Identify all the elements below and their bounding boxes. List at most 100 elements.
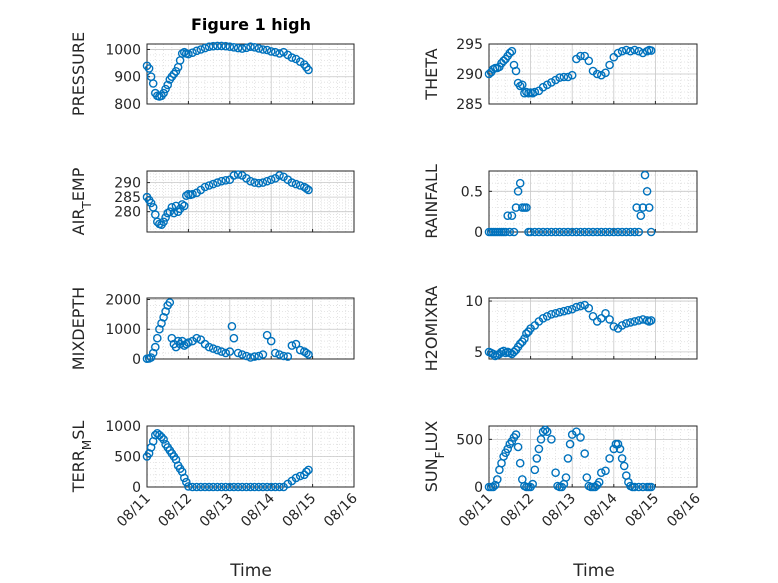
data-point [179, 47, 189, 57]
data-point [179, 473, 189, 483]
data-point [551, 468, 560, 478]
data-point [617, 321, 627, 330]
data-point [229, 333, 239, 343]
data-point [567, 70, 577, 80]
data-point [622, 45, 631, 55]
data-point [532, 454, 542, 463]
data-point [204, 342, 214, 352]
data-point [258, 482, 268, 492]
data-point [518, 80, 527, 90]
data-point [287, 341, 297, 350]
data-point [572, 427, 581, 437]
data-point [605, 454, 614, 463]
data-point [592, 69, 602, 79]
y-axis-label: H2OMIXRA [422, 286, 441, 372]
data-point [262, 45, 272, 55]
data-point [576, 433, 585, 442]
data-point [584, 303, 594, 313]
data-point [275, 49, 284, 58]
data-point [605, 60, 614, 70]
data-point [152, 333, 162, 343]
data-point [188, 482, 197, 492]
data-point [576, 301, 585, 311]
data-point [229, 482, 239, 492]
data-point [617, 46, 627, 56]
data-point [513, 442, 523, 452]
y-tick-label: 1000 [105, 322, 141, 338]
data-point [563, 72, 573, 82]
data-point [507, 46, 517, 56]
data-point [270, 47, 280, 57]
data-point [242, 351, 251, 361]
data-point [522, 203, 531, 212]
data-point [184, 49, 193, 59]
data-point [213, 345, 222, 355]
data-point [634, 227, 644, 237]
data-point [638, 482, 648, 492]
data-point [242, 482, 251, 492]
data-point [559, 306, 569, 316]
y-tick-label: 0 [132, 352, 141, 368]
data-point [536, 434, 546, 444]
data-point [626, 318, 635, 327]
data-point [287, 53, 297, 62]
data-point [254, 482, 264, 492]
data-point [295, 471, 305, 481]
data-point [555, 227, 565, 237]
data-point [196, 482, 206, 492]
data-point [262, 330, 272, 340]
data-point [646, 316, 656, 325]
data-point [184, 482, 193, 491]
data-point [181, 477, 191, 487]
data-point [250, 43, 259, 52]
data-point [538, 313, 548, 323]
pressure-plot: 800 900 1000 PRESSURE [69, 32, 355, 116]
data-point [538, 427, 548, 437]
data-point [246, 176, 255, 186]
data-point [622, 227, 631, 237]
data-point [237, 350, 247, 359]
data-point [634, 482, 644, 492]
mixdepth-plot: 0 1000 2000 MIXDEPTH [69, 287, 355, 370]
y-tick-label: 500 [456, 432, 483, 448]
y-tick-label: 0 [474, 225, 483, 241]
data-point [161, 213, 170, 222]
data-point [159, 217, 168, 227]
data-point [551, 308, 560, 318]
axes-box [146, 297, 355, 360]
data-point [626, 227, 635, 237]
data-point [192, 333, 201, 343]
y-tick-label: 285 [456, 97, 483, 113]
data-point [262, 482, 272, 492]
y-tick-label: 2000 [105, 292, 141, 308]
data-point [613, 48, 623, 58]
y-tick-label: 500 [114, 450, 141, 466]
data-point [547, 309, 556, 319]
data-point [221, 348, 230, 358]
y-tick-label: 285 [114, 190, 141, 206]
data-point [488, 482, 498, 492]
data-point [626, 46, 635, 56]
data-point [225, 482, 235, 492]
data-point [275, 350, 284, 359]
data-point [254, 178, 264, 188]
data-point [640, 170, 650, 180]
data-point [547, 78, 556, 87]
data-point [509, 227, 519, 237]
data-point [505, 48, 515, 58]
data-point [538, 227, 548, 237]
data-point [229, 43, 239, 52]
y-axis-label: RAINFALL [422, 164, 441, 239]
data-point [225, 42, 235, 52]
data-point [254, 44, 264, 53]
data-point [254, 351, 264, 361]
data-point [509, 347, 519, 357]
data-point [200, 43, 210, 53]
data-point [144, 64, 154, 73]
data-point [555, 307, 565, 317]
data-point [200, 182, 210, 192]
data-point [609, 322, 619, 331]
data-point [304, 185, 313, 195]
data-point [196, 45, 206, 54]
